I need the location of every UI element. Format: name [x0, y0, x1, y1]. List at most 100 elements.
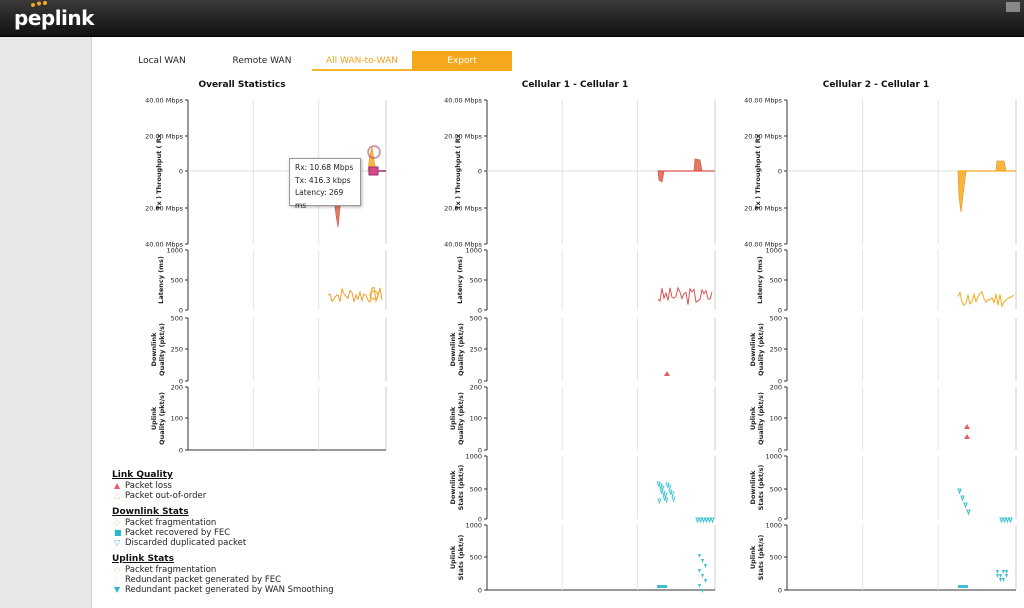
tick-label: 1000 — [765, 453, 782, 461]
tick-label: 500 — [770, 486, 782, 494]
downlink-stats-point — [701, 517, 706, 524]
legend-item-label: Packet out-of-order — [125, 491, 207, 501]
logo-dots-icon — [31, 1, 47, 7]
uplink-stats-point — [958, 585, 968, 588]
legend: Link Quality ▲ Packet loss △ Packet out-of-o… — [112, 470, 432, 595]
downlink-stats-point — [963, 502, 968, 509]
tick-label: 0 — [179, 168, 183, 176]
uplink-stats-point — [698, 554, 701, 558]
uplink-stats-point — [698, 584, 701, 588]
downlink-stats-point — [957, 488, 962, 495]
legend-item[interactable]: ■ Packet recovered by FEC — [112, 528, 432, 538]
tick-label: 100 — [470, 415, 482, 423]
latency-trace — [957, 290, 1015, 309]
cellular1-cellular1-chart: Cellular 1 - Cellular 1 40.00 Mbps 20.00 M… — [444, 80, 716, 595]
downlink-stats-point — [667, 484, 672, 491]
downlink-quality-ylabel-1: Downlink — [749, 332, 757, 367]
legend-section-title: Downlink Stats — [112, 507, 189, 517]
downlink-stats-point — [707, 517, 712, 524]
legend-item[interactable]: ▲ Packet loss — [112, 481, 432, 491]
downlink-quality-ylabel-1: Downlink — [449, 332, 457, 367]
tick-label: 0 — [478, 587, 482, 595]
tick-label: 0 — [179, 378, 183, 386]
tick-label: 500 — [171, 277, 183, 285]
downlink-stats-ylabel-1: Downlink — [449, 470, 457, 505]
peplink-logo: peplink — [14, 6, 94, 30]
tick-label: 40.00 Mbps — [444, 241, 483, 249]
latency-ylabel: Latency (ms) — [456, 256, 464, 304]
downlink-stats-point — [657, 498, 662, 505]
legend-section-title: Uplink Stats — [112, 554, 174, 564]
downlink-stats-ylabel-1: Downlink — [749, 470, 757, 505]
tooltip-tx: Tx: 416.3 kbps — [295, 175, 351, 185]
uplink-stats-point — [704, 564, 707, 568]
downlink-stats-point — [1008, 517, 1013, 524]
latency-ylabel: Latency (ms) — [756, 256, 764, 304]
throughput-trace-tx — [957, 170, 967, 213]
tick-label: 0 — [778, 516, 782, 524]
downlink-stats-point — [999, 517, 1004, 524]
throughput-ylabel: Tx ) Throughput ( Rx — [754, 133, 762, 210]
tooltip-latency: Latency: 269 ms — [295, 188, 344, 210]
tick-label: 250 — [770, 346, 782, 354]
legend-section: Downlink Stats ◇ Packet fragmentation ■ Pack… — [112, 507, 432, 548]
uplink-stats-point — [1002, 570, 1005, 574]
tick-label: 200 — [470, 384, 482, 392]
tick-label: 0 — [478, 447, 482, 455]
uplink-stats-point — [701, 589, 704, 593]
legend-item-label: Packet recovered by FEC — [125, 528, 231, 538]
export-button[interactable]: Export — [412, 51, 512, 71]
legend-section: Uplink Stats ◇ Packet fragmentation ◦ Redund… — [112, 554, 432, 595]
downlink-quality-ylabel-1: Downlink — [150, 332, 158, 367]
downlink-stats-point — [704, 517, 709, 524]
legend-item[interactable]: ◇ Packet fragmentation — [112, 565, 432, 575]
legend-item[interactable]: ▽ Discarded duplicated packet — [112, 538, 432, 548]
legend-symbol-icon: ◇ — [114, 518, 121, 527]
downlink-stats-ylabel-2: Stats (pkt/s) — [757, 465, 765, 511]
tab-remote-wan[interactable]: Remote WAN — [232, 56, 292, 66]
downlink-stats-point — [670, 491, 675, 498]
tick-label: 500 — [470, 554, 482, 562]
uplink-stats-point — [698, 569, 701, 573]
uplink-stats-ylabel-1: Uplink — [749, 545, 757, 569]
legend-symbol-icon: ◦ — [114, 575, 119, 584]
tick-label: 0 — [478, 168, 482, 176]
downlink-stats-point — [660, 485, 665, 492]
uplink-stats-ylabel-1: Uplink — [449, 545, 457, 569]
tick-label: 20.00 Mbps — [444, 133, 483, 141]
legend-item[interactable]: ◦ Redundant packet generated by FEC — [112, 575, 432, 585]
tick-label: 40.00 Mbps — [145, 241, 184, 249]
latency-trace — [327, 286, 383, 304]
tick-label: 0 — [179, 307, 183, 315]
uplink-stats-point — [657, 585, 667, 588]
uplink-stats-point — [996, 570, 999, 574]
legend-item[interactable]: ◇ Packet fragmentation — [112, 518, 432, 528]
tab-all-wan-to-wan[interactable]: All WAN-to-WAN — [312, 51, 412, 71]
legend-symbol-icon: ■ — [114, 528, 122, 537]
latency-trace — [657, 286, 713, 305]
tab-local-wan[interactable]: Local WAN — [138, 56, 186, 66]
tick-label: 20.00 Mbps — [744, 205, 783, 213]
uplink-quality-ylabel-2: Quality (pkt/s) — [457, 392, 465, 445]
tick-label: 500 — [470, 315, 482, 323]
tick-label: 40.00 Mbps — [744, 241, 783, 249]
legend-item[interactable]: △ Packet out-of-order — [112, 491, 432, 501]
downlink-quality-ylabel-2: Quality (pkt/s) — [158, 323, 166, 376]
packet-loss-point — [964, 434, 970, 439]
tooltip-rx: Rx: 10.68 Mbps — [295, 163, 354, 172]
uplink-quality-ylabel-1: Uplink — [449, 406, 457, 430]
tick-label: 100 — [770, 415, 782, 423]
uplink-stats-point — [701, 574, 704, 578]
downlink-stats-ylabel-2: Stats (pkt/s) — [457, 465, 465, 511]
tick-label: 250 — [171, 346, 183, 354]
tick-label: 0 — [778, 587, 782, 595]
downlink-stats-point — [671, 496, 676, 503]
tick-label: 250 — [470, 346, 482, 354]
tick-label: 0 — [478, 516, 482, 524]
downlink-quality-ylabel-2: Quality (pkt/s) — [457, 323, 465, 376]
packet-loss-point — [664, 371, 670, 376]
tick-label: 20.00 Mbps — [145, 205, 184, 213]
downlink-stats-point — [710, 517, 715, 524]
uplink-quality-ylabel-1: Uplink — [749, 406, 757, 430]
legend-item[interactable]: ▼ Redundant packet generated by WAN Smoot… — [112, 585, 432, 595]
